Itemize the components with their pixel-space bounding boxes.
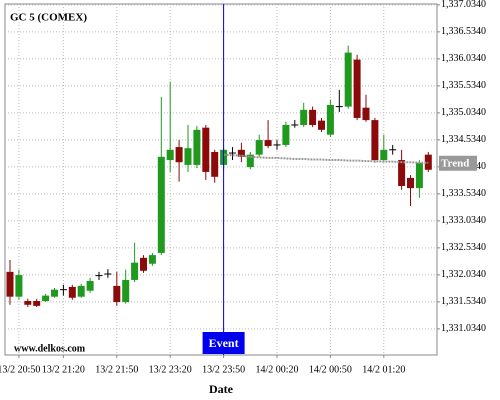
chart-title: GC 5 (COMEX) — [10, 12, 87, 24]
candle-body — [229, 152, 236, 154]
event-label: Event — [209, 336, 239, 350]
y-tick-label: 1,333.5340 — [441, 188, 486, 199]
y-tick-label: 1,337.0340 — [441, 0, 486, 10]
candle-body — [166, 149, 174, 161]
x-tick-label: 13/2 23:20 — [149, 364, 192, 375]
candle-body — [362, 107, 370, 121]
candle-body — [300, 109, 308, 125]
x-tick-label: 13/2 20:50 — [0, 364, 40, 375]
x-axis-label: Date — [209, 382, 234, 396]
candle-body — [246, 154, 254, 168]
y-tick-label: 1,331.0340 — [441, 323, 486, 334]
y-tick-label: 1,332.0340 — [441, 269, 486, 280]
candle-body — [6, 271, 14, 297]
x-tick-label: 14/2 00:50 — [309, 364, 352, 375]
candle-body — [273, 144, 281, 146]
candle-body — [309, 109, 317, 125]
candle-body — [184, 148, 192, 165]
candle-body — [318, 120, 325, 130]
candle-body — [86, 281, 94, 291]
candle-body — [398, 160, 406, 186]
candle-body — [33, 301, 41, 306]
candle-body — [140, 257, 147, 271]
trend-label: Trend — [441, 157, 469, 169]
candle-body — [157, 156, 165, 253]
y-tick-label: 1,334.5340 — [441, 134, 486, 145]
candle-body — [237, 149, 245, 157]
candle-body — [122, 279, 130, 303]
candle-body — [95, 275, 103, 277]
candle-body — [15, 275, 23, 297]
candle-body — [282, 124, 290, 145]
y-tick-label: 1,335.5340 — [441, 80, 486, 91]
candle-body — [211, 151, 219, 177]
candle-body — [113, 285, 121, 303]
x-tick-label: 14/2 01:20 — [362, 364, 405, 375]
trend-label-box — [439, 155, 477, 171]
candle-body — [264, 140, 272, 147]
x-tick-label: 13/2 21:50 — [95, 364, 138, 375]
y-tick-label: 1,333.0340 — [441, 215, 486, 226]
candle-body — [407, 177, 414, 189]
candle-body — [415, 162, 423, 189]
y-tick-label: 1,336.0340 — [441, 53, 486, 64]
candle-body — [389, 149, 397, 151]
candle-body — [353, 59, 361, 118]
candle-body — [24, 301, 32, 305]
trend-line — [223, 153, 429, 164]
x-tick-label: 14/2 00:20 — [255, 364, 298, 375]
y-tick-label: 1,331.5340 — [441, 296, 486, 307]
candle-body — [77, 285, 85, 297]
candle-body — [42, 295, 50, 301]
candle-body — [291, 124, 299, 126]
watermark: www.delkos.com — [14, 343, 86, 354]
candle-body — [371, 120, 379, 161]
candle-body — [59, 289, 67, 291]
candle-body — [380, 149, 388, 161]
candle-body — [326, 104, 334, 135]
candle-body — [193, 129, 201, 165]
y-tick-label: 1,335.0340 — [441, 107, 486, 118]
event-label-box — [202, 332, 245, 354]
candle-body — [202, 127, 210, 172]
candle-body — [68, 286, 76, 298]
x-tick-label: 13/2 23:50 — [202, 364, 245, 375]
candle-body — [344, 52, 352, 107]
candle-body — [175, 147, 183, 163]
candle-body — [131, 262, 139, 280]
candle-body — [104, 273, 112, 275]
candle-body — [148, 255, 156, 264]
plot-frame — [4, 3, 438, 356]
x-tick-label: 13/2 21:20 — [42, 364, 85, 375]
candle-body — [255, 140, 263, 155]
candle-body — [51, 289, 58, 297]
y-tick-label: 1,332.5340 — [441, 242, 486, 253]
y-tick-label: 1,336.5340 — [441, 26, 486, 37]
candle-body — [335, 106, 343, 108]
